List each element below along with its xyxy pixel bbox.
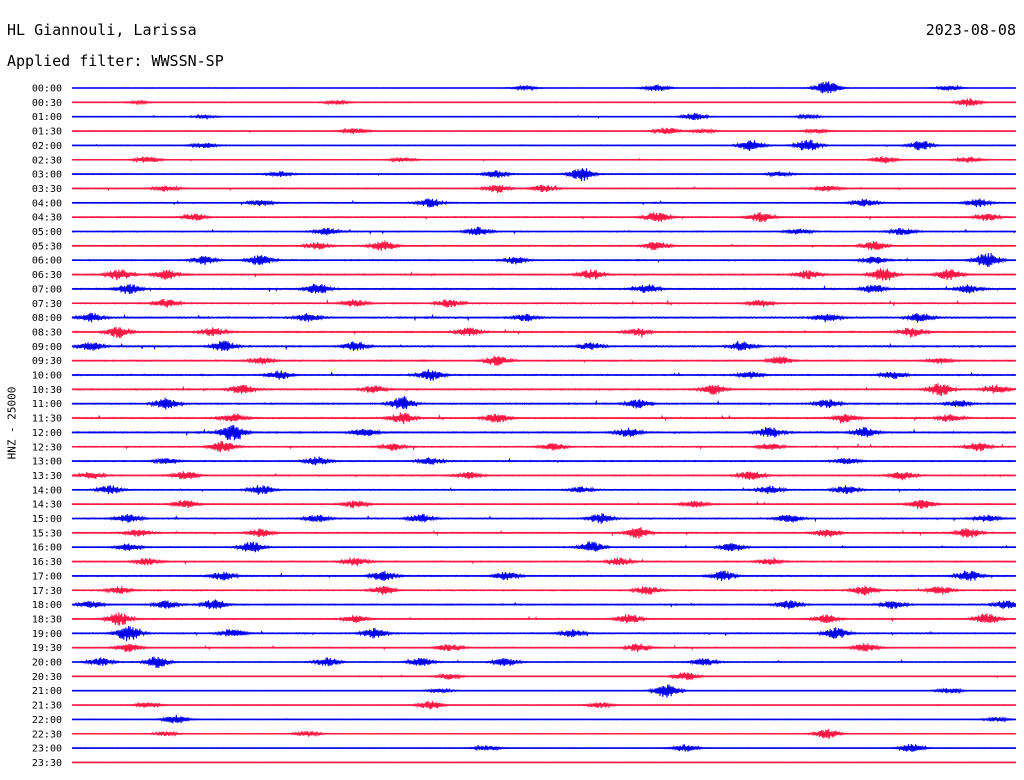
time-label: 10:00 [32, 371, 62, 382]
time-label: 23:30 [32, 758, 62, 769]
time-label: 08:30 [32, 327, 62, 338]
time-label: 00:30 [32, 98, 62, 109]
time-label: 04:00 [32, 198, 62, 209]
time-label: 20:00 [32, 658, 62, 669]
time-label: 16:30 [32, 557, 62, 568]
time-label: 08:00 [32, 313, 62, 324]
time-label: 19:00 [32, 629, 62, 640]
time-label: 03:30 [32, 184, 62, 195]
time-label: 11:30 [32, 414, 62, 425]
time-label: 05:00 [32, 227, 62, 238]
time-label: 23:00 [32, 744, 62, 755]
time-label: 20:30 [32, 672, 62, 683]
station-title: HL Giannouli, Larissa [7, 21, 197, 39]
time-label: 13:30 [32, 471, 62, 482]
time-label: 22:00 [32, 715, 62, 726]
time-label: 01:30 [32, 127, 62, 138]
time-label: 21:00 [32, 686, 62, 697]
time-labels: 00:00 00:30 01:00 01:30 02:00 02:30 03:00 03:30… [32, 84, 62, 769]
time-label: 14:30 [32, 500, 62, 511]
time-label: 10:30 [32, 385, 62, 396]
time-label: 02:00 [32, 141, 62, 152]
time-label: 12:30 [32, 442, 62, 453]
time-label: 07:30 [32, 299, 62, 310]
trace-1100 [71, 396, 1016, 410]
time-label: 06:30 [32, 270, 62, 281]
time-label: 05:30 [32, 241, 62, 252]
seismogram-traces [71, 81, 1017, 764]
time-label: 03:00 [32, 170, 62, 181]
time-label: 17:00 [32, 571, 62, 582]
time-label: 12:00 [32, 428, 62, 439]
time-label: 21:30 [32, 701, 62, 712]
time-label: 18:30 [32, 614, 62, 625]
time-label: 15:30 [32, 528, 62, 539]
time-label: 01:00 [32, 112, 62, 123]
time-label: 18:00 [32, 600, 62, 611]
time-label: 22:30 [32, 729, 62, 740]
time-label: 13:00 [32, 457, 62, 468]
date-label: 2023-08-08 [925, 21, 1016, 39]
time-label: 04:30 [32, 213, 62, 224]
time-label: 17:30 [32, 586, 62, 597]
time-label: 09:30 [32, 356, 62, 367]
time-label: 15:00 [32, 514, 62, 525]
time-label: 16:00 [32, 543, 62, 554]
filter-label: Applied filter: WWSSN-SP [7, 52, 224, 70]
time-label: 00:00 [32, 84, 62, 95]
time-label: 06:00 [32, 256, 62, 267]
time-label: 19:30 [32, 643, 62, 654]
time-label: 07:00 [32, 284, 62, 295]
time-label: 11:00 [32, 399, 62, 410]
time-label: 02:30 [32, 155, 62, 166]
time-label: 14:00 [32, 485, 62, 496]
time-label: 09:00 [32, 342, 62, 353]
